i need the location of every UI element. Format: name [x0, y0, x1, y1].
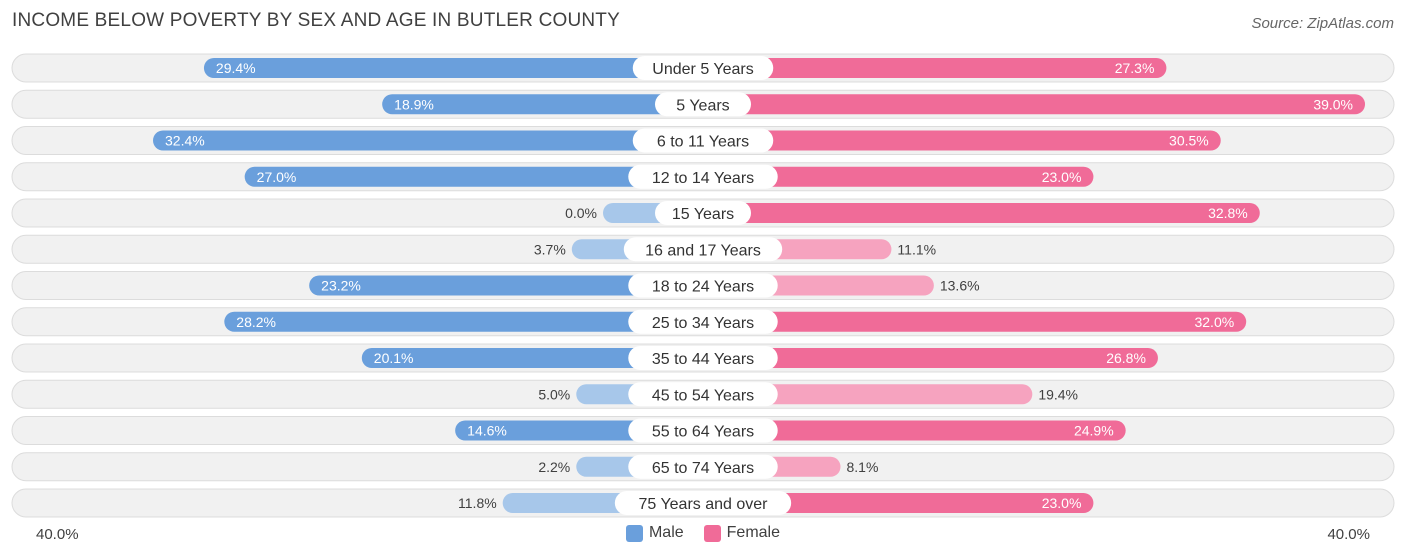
- legend-item-male: Male: [625, 524, 684, 542]
- legend-label-female: Female: [726, 524, 781, 541]
- legend-swatch-male: [625, 524, 643, 542]
- male-value-label: 32.4%: [165, 133, 205, 149]
- legend: Male Female: [0, 524, 1406, 542]
- male-bar: [382, 94, 703, 115]
- category-label: 12 to 14 Years: [652, 170, 754, 187]
- category-pill: [632, 128, 774, 153]
- category-pill: [632, 56, 774, 80]
- male-value-label: 23.2%: [321, 278, 361, 294]
- female-bar: [703, 203, 1260, 223]
- category-pill: [655, 201, 751, 225]
- female-bar: [703, 94, 1366, 115]
- male-value-label: 5.0%: [538, 386, 570, 402]
- female-bar: [703, 311, 1247, 332]
- female-value-label: 39.0%: [1313, 96, 1353, 112]
- male-value-label: 2.2%: [538, 459, 570, 475]
- female-value-label: 27.3%: [1115, 60, 1155, 76]
- category-pill: [628, 454, 778, 479]
- female-value-label: 13.6%: [940, 278, 980, 294]
- male-value-label: 3.7%: [534, 241, 566, 257]
- category-label: 65 to 74 Years: [652, 460, 754, 477]
- female-value-label: 23.0%: [1042, 169, 1082, 185]
- category-pill: [628, 346, 778, 370]
- male-bar: [224, 311, 703, 332]
- male-value-label: 11.8%: [458, 495, 497, 511]
- female-bar: [703, 130, 1221, 151]
- female-bar: [703, 166, 1094, 187]
- female-value-label: 32.0%: [1194, 314, 1234, 330]
- source-credit: Source: ZipAtlas.com: [1251, 15, 1394, 32]
- category-pill: [623, 237, 783, 262]
- legend-swatch-female: [703, 524, 721, 542]
- category-label: 35 to 44 Years: [652, 351, 754, 368]
- female-value-label: 24.9%: [1074, 423, 1114, 439]
- female-bar: [703, 384, 1033, 405]
- female-value-label: 11.1%: [897, 241, 936, 257]
- male-bar: [244, 166, 704, 187]
- category-pill: [655, 92, 751, 117]
- category-pill: [628, 382, 778, 407]
- female-bar: [703, 493, 1094, 513]
- male-value-label: 28.2%: [236, 314, 276, 330]
- category-pill: [628, 309, 778, 334]
- male-value-label: 27.0%: [257, 169, 297, 185]
- male-value-label: 18.9%: [394, 96, 434, 112]
- male-bar: [309, 275, 703, 296]
- female-value-label: 30.5%: [1169, 133, 1209, 149]
- axis-left-label: 40.0%: [36, 526, 79, 543]
- category-label: 55 to 64 Years: [652, 424, 754, 441]
- category-pill: [628, 418, 778, 443]
- category-label: 5 Years: [676, 97, 729, 114]
- female-value-label: 23.0%: [1042, 495, 1082, 511]
- male-bar: [203, 58, 703, 78]
- category-pill: [628, 273, 778, 298]
- male-value-label: 29.4%: [216, 60, 256, 76]
- female-bar: [703, 420, 1126, 441]
- axis-right-label: 40.0%: [1327, 526, 1370, 543]
- male-value-label: 0.0%: [565, 205, 597, 221]
- male-bar: [361, 348, 703, 368]
- category-label: 18 to 24 Years: [652, 279, 754, 296]
- category-label: 15 Years: [672, 206, 734, 223]
- category-pill: [614, 491, 792, 515]
- chart-plot: Under 5 Years 29.4% 27.3% 5 Years 18.9% 39.0%…: [11, 53, 1395, 518]
- male-value-label: 14.6%: [467, 423, 507, 439]
- male-value-label: 20.1%: [374, 350, 414, 366]
- category-label: 25 to 34 Years: [652, 315, 754, 332]
- female-value-label: 26.8%: [1106, 350, 1146, 366]
- category-label: 75 Years and over: [639, 496, 769, 513]
- female-value-label: 19.4%: [1038, 386, 1078, 402]
- category-label: 45 to 54 Years: [652, 387, 754, 404]
- category-label: 16 and 17 Years: [645, 242, 761, 259]
- female-value-label: 8.1%: [846, 459, 878, 475]
- female-bar: [703, 58, 1167, 78]
- category-label: Under 5 Years: [652, 61, 753, 78]
- legend-label-male: Male: [648, 524, 684, 541]
- category-pill: [628, 164, 778, 189]
- chart-title: INCOME BELOW POVERTY BY SEX AND AGE IN B…: [12, 10, 620, 31]
- category-label: 6 to 11 Years: [657, 134, 749, 151]
- legend-item-female: Female: [703, 524, 781, 542]
- female-value-label: 32.8%: [1208, 205, 1248, 221]
- female-bar: [703, 348, 1158, 368]
- male-bar: [153, 130, 703, 151]
